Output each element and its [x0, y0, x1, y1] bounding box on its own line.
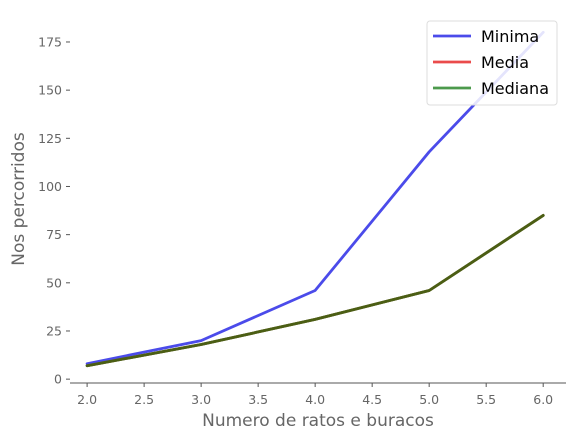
y-ticks: 0 25 50 75 100 125 150 175: [38, 34, 70, 387]
x-tick-label: 4.0: [305, 392, 325, 407]
y-tick-label: 150: [38, 83, 62, 98]
y-tick-label: 175: [38, 34, 62, 49]
x-tick-label: 4.5: [362, 392, 382, 407]
y-axis-label: Nos percorridos: [9, 132, 29, 266]
y-tick-label: 25: [46, 323, 62, 338]
legend-label: Mediana: [481, 79, 549, 98]
legend-item-mediana: Mediana: [433, 79, 549, 98]
x-tick-label: 5.0: [419, 392, 439, 407]
legend-box: [426, 20, 558, 106]
x-tick-label: 6.0: [533, 392, 553, 407]
y-tick-label: 125: [38, 131, 62, 146]
x-tick-label: 3.0: [191, 392, 211, 407]
y-tick-label: 50: [46, 275, 62, 290]
x-tick-label: 5.5: [476, 392, 496, 407]
series-line-overlap: [85, 213, 545, 368]
y-tick-label: 0: [54, 372, 62, 387]
legend-item-minima: Minima: [433, 27, 539, 46]
y-tick-label: 75: [46, 227, 62, 242]
series-lines: [85, 30, 545, 368]
legend-label: Media: [481, 53, 529, 72]
legend: Minima Media Mediana: [426, 20, 558, 106]
x-tick-label: 3.5: [248, 392, 268, 407]
x-ticks: 2.0 2.5 3.0 3.5 4.0 4.5 5.0 5.5 6.0: [77, 383, 553, 407]
x-tick-label: 2.5: [134, 392, 154, 407]
y-tick-label: 100: [38, 179, 62, 194]
legend-item-media: Media: [433, 53, 529, 72]
legend-label: Minima: [481, 27, 539, 46]
series-line-minima: [85, 30, 545, 366]
x-axis-label: Numero de ratos e buracos: [202, 411, 434, 431]
x-tick-label: 2.0: [77, 392, 97, 407]
